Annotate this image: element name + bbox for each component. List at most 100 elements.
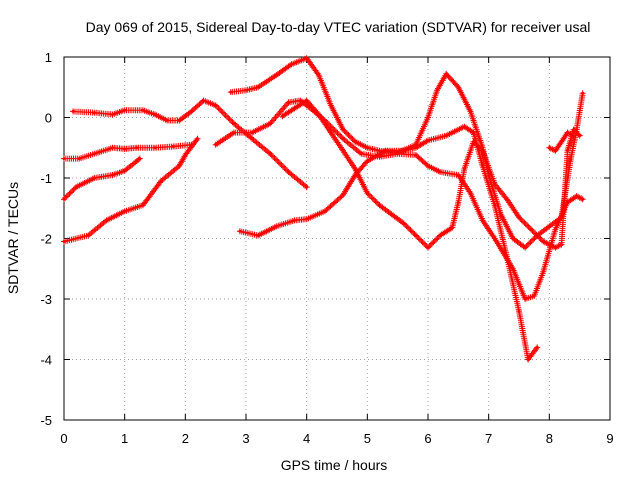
data-point (402, 221, 406, 225)
data-point (560, 140, 563, 144)
data-point (438, 170, 442, 174)
data-point (135, 146, 139, 150)
data-point (378, 203, 381, 207)
data-point (293, 106, 296, 110)
y-tick-label: -5 (40, 413, 52, 428)
data-point (456, 200, 460, 204)
y-axis-label: SDTVAR / TECUs (5, 182, 21, 294)
data-point (268, 122, 272, 125)
data-point (123, 169, 127, 173)
y-tick-label: -4 (40, 353, 52, 368)
data-series (61, 55, 586, 363)
x-tick-label: 5 (364, 431, 371, 446)
data-point (268, 152, 272, 156)
data-point (523, 246, 527, 250)
y-tick-label: -1 (40, 171, 52, 186)
x-axis-label: GPS time / hours (281, 457, 388, 473)
data-point (553, 227, 557, 231)
data-point (505, 197, 509, 201)
data-point (141, 108, 145, 112)
data-point (244, 88, 248, 92)
x-tick-label: 0 (60, 431, 67, 446)
data-point (462, 125, 466, 129)
data-point (426, 139, 430, 142)
y-axis-ticks: -5 -4 -3 -2 -1 0 1 (40, 50, 610, 428)
data-point (92, 152, 96, 156)
x-tick-label: 1 (121, 431, 128, 446)
data-point (560, 243, 563, 247)
data-point (414, 153, 418, 157)
data-point (481, 164, 485, 168)
data-point (214, 103, 218, 107)
data-point (572, 134, 576, 138)
data-point (341, 128, 345, 132)
data-point (472, 131, 475, 135)
data-point (111, 113, 114, 116)
data-point (165, 119, 169, 122)
data-point (384, 149, 387, 153)
chart-title: Day 069 of 2015, Sidereal Day-to-day VTE… (86, 19, 591, 35)
data-point (353, 140, 357, 144)
x-axis-ticks: 0 1 2 3 4 5 6 7 8 9 (60, 57, 614, 446)
data-point (511, 237, 515, 240)
data-point (317, 73, 321, 77)
data-point (86, 234, 90, 237)
series-1 (70, 97, 310, 191)
series-8 (279, 97, 583, 251)
data-point (578, 134, 582, 138)
data-point (111, 173, 114, 177)
data-point (287, 170, 290, 174)
data-point (71, 109, 75, 113)
data-point (105, 218, 108, 222)
data-point (196, 137, 199, 141)
data-point (135, 159, 139, 163)
data-point (493, 182, 497, 186)
data-point (469, 191, 472, 195)
data-point (305, 56, 309, 60)
data-point (153, 113, 157, 116)
data-point (74, 185, 78, 189)
series-4 (61, 135, 201, 245)
data-point (111, 146, 114, 150)
data-point (189, 109, 193, 113)
data-point (183, 153, 187, 157)
x-tick-label: 9 (606, 431, 613, 446)
x-tick-label: 4 (303, 431, 310, 446)
data-point (469, 109, 472, 113)
data-point (293, 218, 296, 222)
data-point (341, 149, 345, 153)
y-tick-label: -2 (40, 232, 52, 247)
data-point (299, 99, 303, 103)
data-point (426, 246, 430, 250)
data-point (287, 100, 290, 104)
data-point (547, 224, 551, 228)
data-point (462, 167, 466, 171)
data-point (305, 185, 309, 189)
data-point (505, 255, 509, 259)
data-point (535, 345, 539, 349)
data-point (317, 113, 321, 116)
data-point (177, 119, 181, 122)
data-point (581, 91, 585, 95)
data-point (526, 358, 530, 361)
data-point (305, 217, 309, 221)
data-point (250, 137, 254, 141)
x-tick-label: 8 (546, 431, 553, 446)
data-point (171, 145, 175, 148)
data-point (414, 234, 418, 237)
data-point (123, 209, 127, 213)
data-point (499, 212, 503, 216)
x-tick-label: 3 (242, 431, 249, 446)
data-point (305, 99, 309, 103)
data-point (414, 146, 418, 150)
data-point (92, 111, 96, 115)
series-2 (61, 141, 195, 162)
data-point (62, 157, 66, 161)
data-point (566, 131, 569, 135)
data-point (523, 297, 527, 301)
data-point (517, 215, 521, 219)
data-point (541, 240, 545, 243)
data-point (481, 149, 485, 153)
data-point (572, 128, 576, 132)
data-point (365, 191, 369, 195)
